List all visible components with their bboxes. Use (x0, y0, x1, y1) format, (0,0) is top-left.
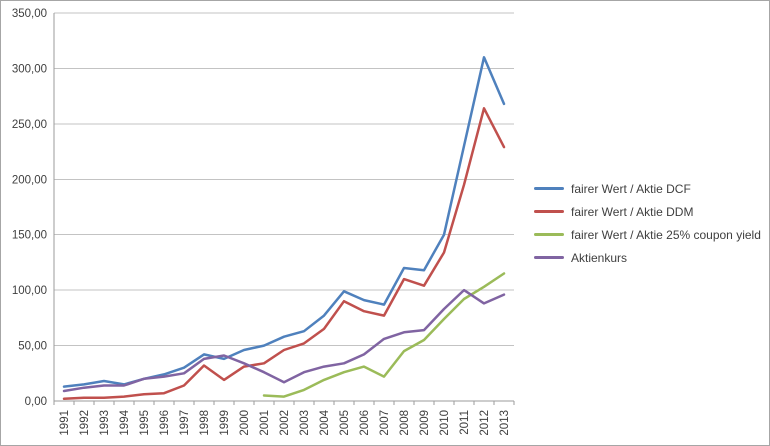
legend-item: fairer Wert / Aktie DDM (534, 200, 761, 223)
y-axis-tick-label: 150,00 (12, 230, 47, 242)
x-axis-tick-label: 2000 (239, 410, 251, 436)
legend-item: fairer Wert / Aktie 25% coupon yield (534, 223, 761, 246)
x-axis-tick-label: 2002 (279, 410, 291, 436)
y-axis-tick-label: 250,00 (12, 119, 47, 131)
legend-line-marker (534, 233, 564, 236)
x-axis-tick-label: 1998 (199, 410, 211, 436)
x-axis-tick-label: 2009 (419, 410, 431, 436)
legend-label: fairer Wert / Aktie DDM (571, 204, 694, 219)
legend-item: fairer Wert / Aktie DCF (534, 177, 761, 200)
y-axis-tick-label: 50,00 (18, 341, 47, 353)
legend-label: fairer Wert / Aktie 25% coupon yield (571, 227, 761, 242)
legend: fairer Wert / Aktie DCF fairer Wert / Akt… (534, 177, 761, 269)
x-axis-tick-label: 1996 (159, 410, 171, 436)
x-axis-tick-label: 2004 (319, 409, 331, 435)
y-axis-tick-label: 350,00 (12, 8, 47, 20)
x-axis-tick-label: 2001 (259, 410, 271, 436)
x-axis-tick-label: 2007 (379, 410, 391, 436)
x-axis-tick-label: 1997 (179, 410, 191, 436)
x-axis-tick-label: 2011 (459, 410, 471, 435)
x-axis-tick-label: 2003 (299, 410, 311, 436)
series-line-3 (62, 288, 506, 393)
legend-line-marker (534, 256, 564, 259)
x-axis-tick-label: 1991 (59, 410, 71, 436)
y-axis-tick-label: 100,00 (12, 285, 47, 297)
y-axis-tick-label: 200,00 (12, 174, 47, 186)
x-axis-tick-label: 2006 (359, 410, 371, 436)
x-axis-tick-label: 2012 (479, 410, 491, 436)
legend-label: fairer Wert / Aktie DCF (571, 181, 691, 196)
x-axis-tick-label: 1994 (119, 409, 131, 435)
x-axis-tick-label: 1992 (79, 410, 91, 436)
legend-item: Aktienkurs (534, 246, 761, 269)
y-axis-tick-label: 0,00 (25, 396, 47, 408)
legend-line-marker (534, 187, 564, 190)
x-axis-tick-label: 2008 (399, 410, 411, 436)
series-line-1 (62, 107, 506, 401)
x-axis-tick-label: 1995 (139, 410, 151, 436)
x-axis-tick-label: 2005 (339, 410, 351, 436)
x-axis-tick-label: 2010 (439, 410, 451, 436)
series-line-2 (262, 272, 506, 398)
series-line-0 (62, 56, 506, 388)
x-axis-tick-label: 1993 (99, 410, 111, 436)
legend-line-marker (534, 210, 564, 213)
x-axis-tick-label: 1999 (219, 410, 231, 436)
x-axis-tick-label: 2013 (499, 410, 511, 436)
y-axis-tick-label: 300,00 (12, 63, 47, 75)
legend-label: Aktienkurs (571, 250, 628, 265)
